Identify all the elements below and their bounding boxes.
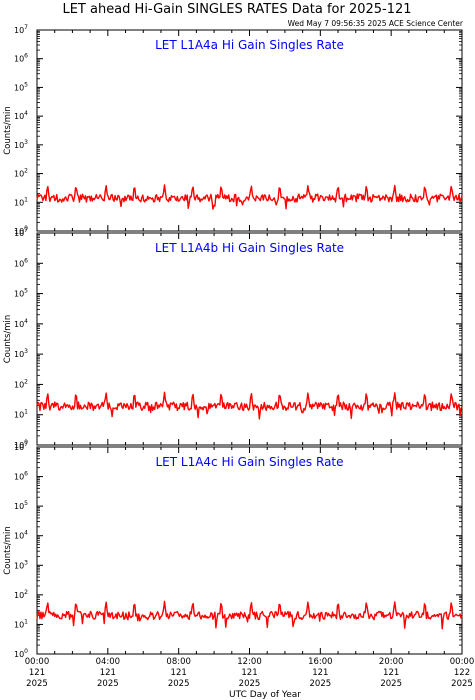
x-tick-time: 08:00 [166,657,191,667]
y-tick-label: 102 [14,168,28,179]
chart-panel: 100 101 102 103 104 105 106 107 Counts/min LET L1… [3,227,463,450]
y-tick-label: 107 [14,24,28,35]
y-tick-label: 102 [14,589,28,600]
x-tick-time: 20:00 [379,657,404,667]
figure-title: LET ahead Hi-Gain SINGLES RATES Data for… [62,2,411,17]
x-tick-time: 12:00 [237,657,262,667]
y-tick-label: 101 [14,196,28,207]
x-tick-day: 122 [454,668,470,678]
chart-panels: 100 101 102 103 104 105 106 107 Counts/min LET L1… [3,24,463,659]
panel-title: LET L1A4c Hi Gain Singles Rate [155,455,343,469]
y-tick-label: 104 [14,530,28,541]
x-tick-time: 00:00 [25,657,50,667]
x-tick-year: 2025 [310,679,332,689]
y-tick-label: 104 [14,318,28,329]
y-tick-label: 104 [14,110,28,121]
x-tick-year: 2025 [451,679,473,689]
x-tick-year: 2025 [97,679,119,689]
x-tick-year: 2025 [168,679,190,689]
y-tick-label: 101 [14,409,28,420]
x-tick-year: 2025 [380,679,402,689]
y-tick-label: 106 [14,53,28,64]
y-tick-label: 100 [14,439,28,450]
x-tick-day: 121 [241,668,257,678]
x-tick-day: 121 [171,668,187,678]
y-tick-label: 103 [14,139,28,150]
panel-title: LET L1A4b Hi Gain Singles Rate [155,241,344,255]
x-tick-year: 2025 [26,679,48,689]
y-tick-label: 103 [14,348,28,359]
y-tick-label: 107 [14,441,28,452]
series-line [36,600,463,630]
x-tick-time: 16:00 [308,657,333,667]
y-tick-label: 102 [14,378,28,389]
y-tick-label: 107 [14,227,28,238]
x-tick-day: 121 [312,668,328,678]
series-line [36,391,463,420]
y-axis-label: Counts/min [3,106,13,155]
x-tick-day: 121 [100,668,116,678]
y-tick-label: 100 [14,225,28,236]
y-tick-label: 105 [14,288,28,299]
x-tick-day: 121 [29,668,45,678]
y-tick-label: 100 [14,648,28,659]
y-tick-label: 101 [14,618,28,629]
x-tick-time: 04:00 [96,657,121,667]
series-line [36,184,463,210]
y-tick-label: 105 [14,81,28,92]
x-tick-year: 2025 [239,679,261,689]
panel-title: LET L1A4a Hi Gain Singles Rate [155,38,344,52]
y-tick-label: 106 [14,471,28,482]
chart-panel: 100 101 102 103 104 105 106 107 Counts/min LET L1… [3,441,463,659]
y-tick-label: 106 [14,257,28,268]
chart-panel: 100 101 102 103 104 105 106 107 Counts/min LET L1… [3,24,463,236]
x-axis-title: UTC Day of Year [229,690,301,700]
x-tick-day: 121 [383,668,399,678]
x-tick-time: 00:00 [450,657,475,667]
y-axis-label: Counts/min [3,315,13,364]
y-tick-label: 103 [14,559,28,570]
y-axis-label: Counts/min [3,526,13,575]
generation-timestamp: Wed May 7 09:56:35 2025 ACE Science Cent… [288,19,464,28]
x-axis-labels: 00:00121202504:00121202508:00121202512:0… [25,657,475,689]
y-tick-label: 105 [14,500,28,511]
